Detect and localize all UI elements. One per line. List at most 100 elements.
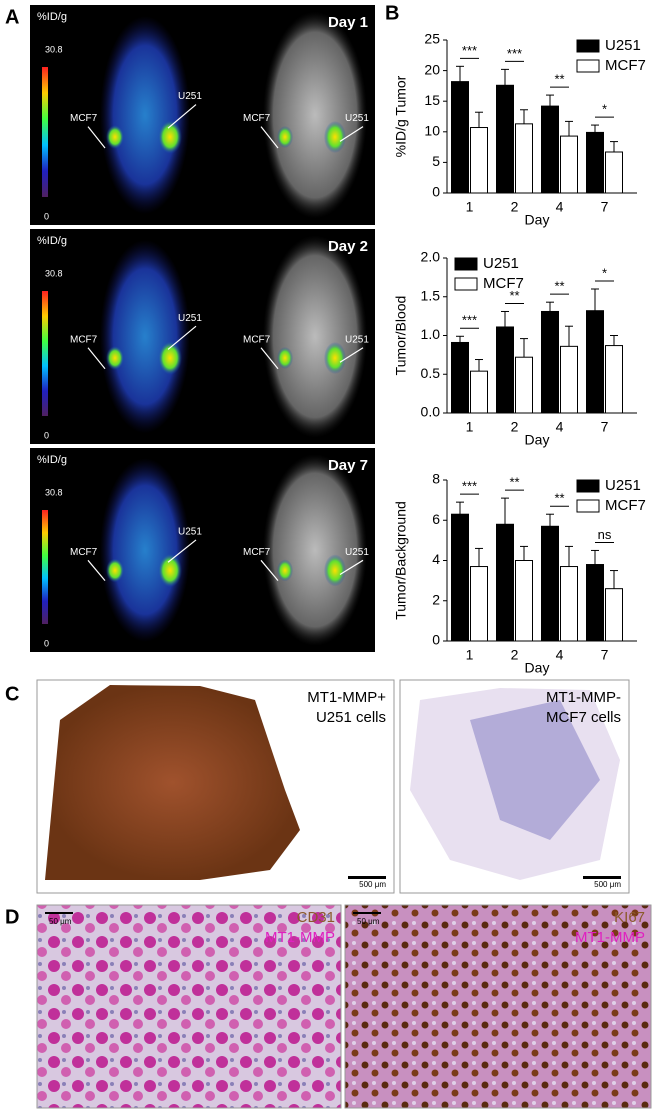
- y-tick-label: 1.0: [421, 326, 441, 342]
- tumor-label: U251: [178, 313, 202, 324]
- tumor: [324, 342, 346, 374]
- x-tick-label: 7: [601, 419, 609, 435]
- mouse: [100, 458, 190, 642]
- unit-label: %ID/g: [37, 235, 67, 247]
- bar: [605, 151, 623, 194]
- y-axis-label: Tumor/Background: [393, 501, 409, 620]
- tumor: [158, 553, 182, 588]
- color-bar: [42, 510, 48, 624]
- image-caption: U251 cells: [316, 709, 386, 726]
- tumor: [277, 126, 293, 148]
- bar: [560, 345, 578, 414]
- legend-swatch: [576, 59, 600, 73]
- histology-image: [36, 904, 342, 1109]
- image-caption: MT1-MMP-: [546, 689, 621, 706]
- tumor-label: U251: [178, 91, 202, 102]
- bar: [541, 105, 559, 194]
- day-label: Day 1: [328, 14, 368, 31]
- bar: [470, 566, 488, 642]
- y-tick-label: 10: [424, 123, 440, 139]
- x-tick-label: 4: [556, 419, 564, 435]
- x-tick-label: 4: [556, 647, 564, 663]
- arrow: [339, 559, 364, 575]
- tumor-label: MCF7: [243, 334, 271, 345]
- color-bar: [42, 291, 48, 416]
- scale-bar: [45, 912, 73, 914]
- panel-letter: C: [5, 683, 19, 705]
- scale-label: 50 μm: [49, 917, 72, 926]
- y-tick-label: 0: [432, 632, 440, 648]
- significance: **: [509, 288, 519, 303]
- tumor: [158, 120, 182, 154]
- tissue: [470, 700, 600, 840]
- color-bar: [42, 67, 48, 197]
- y-tick-label: 4: [432, 551, 440, 567]
- legend-label: U251: [605, 37, 641, 54]
- bar: [541, 310, 559, 414]
- arrow: [339, 347, 364, 363]
- tumor: [158, 341, 182, 375]
- y-tick-label: 1.5: [421, 287, 441, 303]
- y-tick-label: 2: [432, 591, 440, 607]
- panel-letter: B: [385, 2, 399, 24]
- y-tick-label: 0.5: [421, 365, 441, 381]
- legend-label: MCF7: [605, 497, 646, 514]
- significance: **: [554, 72, 564, 87]
- bar: [605, 588, 623, 642]
- x-axis-label: Day: [525, 432, 550, 448]
- y-tick-label: 5: [432, 153, 440, 169]
- histology-image: [344, 904, 652, 1109]
- tumor: [277, 559, 293, 582]
- legend-swatch: [576, 479, 600, 493]
- mouse: [263, 454, 367, 646]
- scale-max: 30.8: [45, 44, 63, 54]
- arrow: [167, 325, 197, 350]
- image-caption: MT1-MMP+: [307, 689, 386, 706]
- bar: [451, 341, 469, 414]
- significance: *: [602, 102, 607, 117]
- bar: [605, 345, 623, 414]
- bar: [560, 566, 578, 642]
- bar: [496, 84, 514, 194]
- significance: ***: [462, 313, 477, 328]
- y-tick-label: 15: [424, 92, 440, 108]
- scale-min: 0: [44, 211, 49, 221]
- x-tick-label: 4: [556, 199, 564, 215]
- scale-label: 500 μm: [359, 880, 386, 889]
- y-tick-label: 25: [424, 31, 440, 47]
- bar: [470, 370, 488, 414]
- stain-label: MT1-MMP: [265, 929, 335, 946]
- x-tick-label: 1: [466, 419, 474, 435]
- y-tick-label: 6: [432, 511, 440, 527]
- panel-letter: A: [5, 6, 19, 28]
- scale-max: 30.8: [45, 487, 63, 497]
- significance: ***: [462, 43, 477, 58]
- arrow: [87, 126, 106, 149]
- bar: [451, 513, 469, 642]
- day-label: Day 7: [328, 457, 368, 474]
- scale-bar: [348, 876, 386, 879]
- scale-label: 50 μm: [357, 917, 380, 926]
- arrow: [87, 559, 106, 581]
- tumor-label: MCF7: [243, 547, 271, 558]
- legend-label: U251: [605, 477, 641, 494]
- arrow: [339, 126, 364, 142]
- unit-label: %ID/g: [37, 454, 67, 466]
- significance: **: [509, 475, 519, 490]
- y-axis-label: Tumor/Blood: [393, 296, 409, 376]
- y-tick-label: 20: [424, 61, 440, 77]
- x-axis-label: Day: [525, 660, 550, 676]
- tumor-label: U251: [345, 334, 369, 345]
- panel-letter: D: [5, 906, 19, 928]
- bar: [515, 560, 533, 642]
- x-tick-label: 7: [601, 199, 609, 215]
- day-label: Day 2: [328, 238, 368, 255]
- arrow: [167, 104, 197, 129]
- tumor: [277, 347, 293, 369]
- x-tick-label: 2: [511, 647, 519, 663]
- bar: [586, 564, 604, 642]
- x-tick-label: 1: [466, 647, 474, 663]
- image-caption: MCF7 cells: [546, 709, 621, 726]
- tumor-label: MCF7: [243, 113, 271, 124]
